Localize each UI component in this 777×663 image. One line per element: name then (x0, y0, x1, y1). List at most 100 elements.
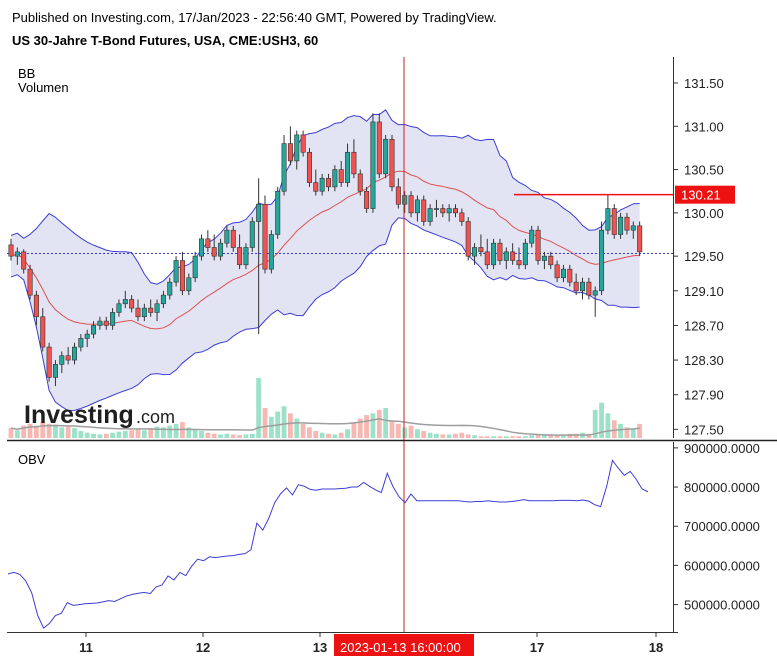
candle (192, 251, 198, 283)
volume-bar (211, 433, 217, 438)
candle (370, 113, 376, 213)
volume-bar (27, 423, 33, 438)
price-tick-label: 127.50 (684, 422, 724, 437)
volume-bar (218, 434, 223, 438)
candle (306, 147, 312, 187)
volume-bar (97, 434, 103, 438)
candle (414, 195, 420, 222)
volume-bar (440, 434, 446, 438)
candle (52, 360, 58, 387)
candle (618, 212, 624, 239)
volume-bar (459, 432, 465, 438)
candle (408, 191, 414, 218)
investing-logo: Investing .com (24, 401, 175, 429)
candle (592, 286, 598, 317)
volume-bar (34, 425, 39, 438)
volume-bar (199, 430, 204, 438)
candle (325, 173, 331, 192)
volume-bar (59, 427, 65, 438)
candle (78, 334, 84, 352)
investing-logo-main: Investing (24, 401, 134, 429)
candle (186, 273, 192, 296)
volume-bar (351, 422, 357, 438)
candle (465, 217, 471, 261)
candle (459, 208, 465, 226)
volume-bar (421, 430, 427, 438)
price-tick-label: 131.50 (684, 76, 724, 91)
volume-bar (573, 433, 579, 438)
candle (637, 221, 643, 257)
price-axis-ticks: 131.50 131.00 130.50 130.00 129.50 129.10 128.… (673, 76, 724, 437)
time-tick-label: 13 (313, 640, 327, 655)
bollinger-lower-band (10, 217, 640, 412)
candle (249, 217, 255, 252)
volume-bar (65, 426, 71, 438)
candle (383, 134, 389, 179)
candle (586, 277, 592, 300)
volume-bar (554, 434, 560, 438)
last-price-badge: 130.21 (675, 185, 735, 204)
candle (275, 186, 281, 239)
volume-bar (161, 427, 166, 438)
volume-bar (535, 434, 541, 438)
candle (630, 221, 636, 239)
candle (110, 308, 116, 330)
volume-bar (205, 432, 211, 438)
candle (230, 225, 236, 252)
volume-bar (91, 433, 96, 438)
volume-bar (497, 436, 503, 438)
candle (27, 264, 33, 300)
candle (579, 277, 585, 300)
candle (478, 234, 484, 257)
bollinger-upper-band (10, 109, 640, 285)
volume-bar (116, 431, 122, 438)
volume-bar (472, 435, 477, 438)
volume-bar (376, 409, 382, 438)
last-price-label: 130.21 (681, 188, 721, 203)
volume-bar (256, 378, 262, 438)
obv-tick-label: 900000.0000 (684, 441, 760, 456)
volume-bar (542, 434, 547, 438)
volume-bar (586, 433, 592, 438)
price-tick-label: 128.30 (684, 353, 724, 368)
volume-bar (402, 427, 408, 438)
candle (421, 195, 427, 226)
time-axis-ticks: 11 12 13 17 18 (79, 632, 663, 655)
volume-bar (192, 429, 198, 438)
candle (522, 238, 528, 270)
time-tick-label: 18 (649, 640, 663, 655)
volume-bar (129, 430, 135, 438)
volume-bar (383, 408, 389, 438)
candle (338, 160, 344, 187)
candle (433, 199, 439, 218)
published-header: Published on Investing.com, 17/Jan/2023 … (12, 10, 497, 25)
candle (205, 230, 211, 252)
volume-bar (300, 423, 306, 438)
volume-bar (510, 436, 516, 438)
volume-bar (561, 434, 566, 438)
volume-bar (326, 433, 331, 438)
candle (567, 264, 573, 287)
candle (14, 247, 20, 265)
volume-bar (72, 428, 77, 438)
volume-bar (288, 413, 293, 438)
volume-bar (262, 408, 268, 438)
obv-tick-label: 800000.0000 (684, 480, 760, 495)
candle (262, 195, 268, 274)
candle (529, 225, 535, 248)
volume-bar (434, 433, 439, 438)
volume-bar (484, 436, 490, 438)
volume-bar (173, 423, 179, 438)
candle (376, 113, 382, 179)
price-tick-label: 129.50 (684, 249, 724, 264)
volume-bar (122, 430, 128, 438)
volume-bar (53, 424, 58, 438)
candle (91, 321, 97, 339)
volume-bar (307, 427, 312, 438)
volume-bar (446, 434, 452, 438)
bollinger-basis (10, 170, 640, 330)
candle (268, 230, 274, 274)
volume-bar (110, 432, 115, 438)
volume-bar (611, 420, 617, 438)
